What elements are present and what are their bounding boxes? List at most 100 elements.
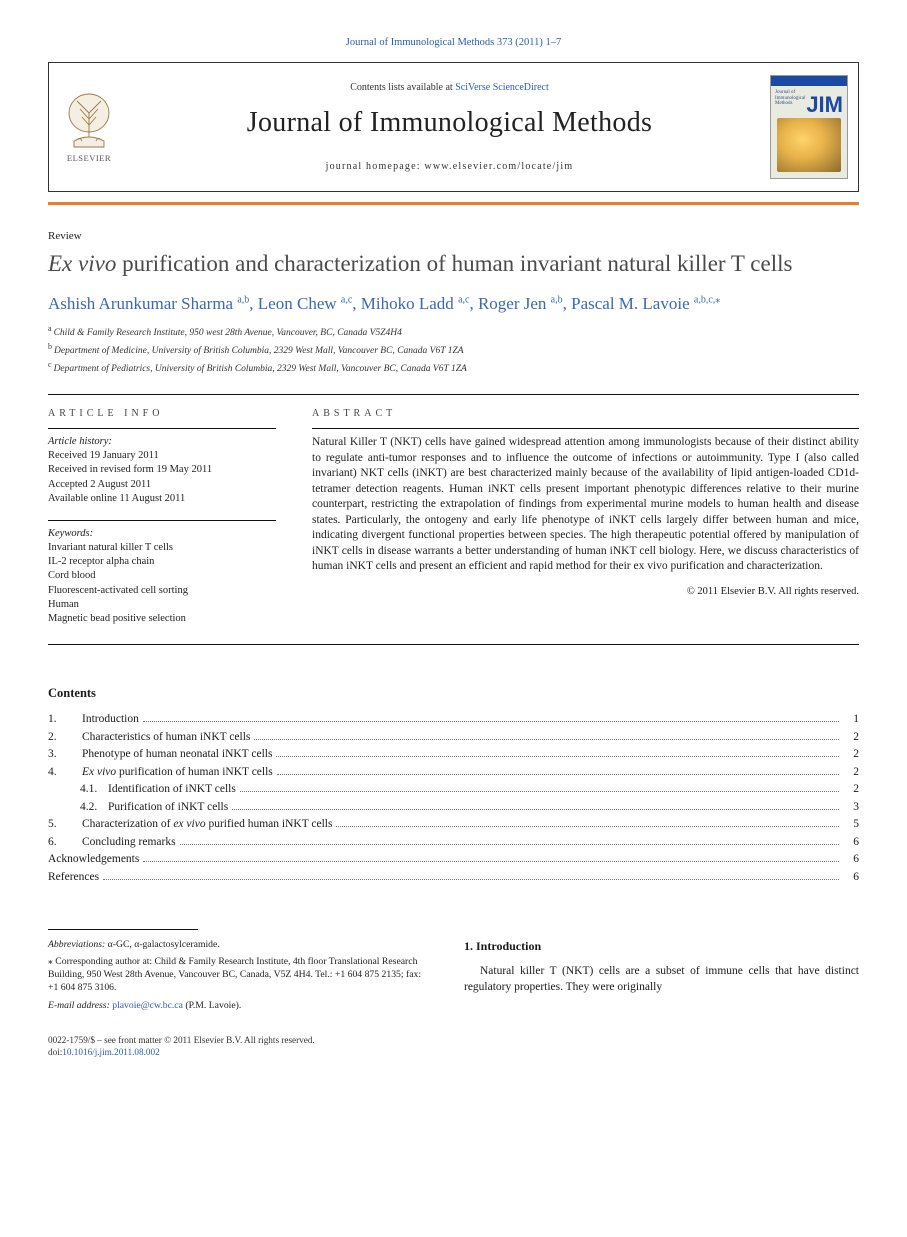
sciencedirect-link[interactable]: SciVerse ScienceDirect — [455, 82, 549, 93]
page-footer: 0022-1759/$ – see front matter © 2011 El… — [48, 1034, 859, 1059]
contents-available-line: Contents lists available at SciVerse Sci… — [141, 81, 758, 95]
toc-number: 3. — [48, 747, 82, 763]
keyword-item: Fluorescent-activated cell sorting — [48, 584, 276, 598]
author: Ashish Arunkumar Sharma a,b — [48, 294, 249, 313]
toc-page: 6 — [843, 835, 859, 851]
toc-leader-dots — [180, 835, 839, 845]
author-affiliation-sup: a,b — [551, 294, 563, 305]
toc-page: 6 — [843, 852, 859, 868]
toc-title: Identification of iNKT cells — [108, 782, 236, 798]
toc-leader-dots — [143, 852, 839, 862]
toc-row[interactable]: References 6 — [48, 870, 859, 886]
toc-row[interactable]: 2.Characteristics of human iNKT cells 2 — [48, 730, 859, 746]
toc-leader-dots — [232, 800, 839, 810]
toc-leader-dots — [254, 730, 839, 740]
article-type: Review — [48, 229, 859, 244]
divider-1 — [48, 394, 859, 395]
author: Roger Jen a,b — [478, 294, 563, 313]
intro-text: Natural killer T (NKT) cells are a subse… — [464, 964, 859, 995]
corr-text: Corresponding author at: Child & Family … — [48, 956, 421, 993]
toc-page: 3 — [843, 800, 859, 816]
keyword-item: IL-2 receptor alpha chain — [48, 555, 276, 569]
paper-title: Ex vivo purification and characterizatio… — [48, 250, 859, 279]
journal-name: Journal of Immunological Methods — [141, 104, 758, 142]
divider-2 — [48, 644, 859, 645]
toc-leader-dots — [103, 870, 839, 880]
abbr-label: Abbreviations: — [48, 939, 105, 950]
author-list: Ashish Arunkumar Sharma a,b, Leon Chew a… — [48, 293, 859, 316]
title-rest: purification and characterization of hum… — [116, 251, 792, 276]
toc-page: 2 — [843, 765, 859, 781]
toc-page: 6 — [843, 870, 859, 886]
history-line: Received 19 January 2011 — [48, 449, 276, 463]
toc-leader-dots — [336, 817, 839, 827]
keyword-item: Magnetic bead positive selection — [48, 612, 276, 626]
author: Pascal M. Lavoie a,b,c,⁎ — [571, 294, 720, 313]
toc-page: 2 — [843, 730, 859, 746]
toc-row[interactable]: 3.Phenotype of human neonatal iNKT cells… — [48, 747, 859, 763]
toc-title: Acknowledgements — [48, 852, 139, 868]
email-label: E-mail address: — [48, 1000, 110, 1011]
toc-title: Introduction — [82, 712, 139, 728]
affiliation-item: aChild & Family Research Institute, 950 … — [48, 324, 859, 340]
journal-header: ELSEVIER Contents lists available at Sci… — [48, 62, 859, 192]
toc-row[interactable]: 4.1.Identification of iNKT cells2 — [48, 782, 859, 798]
keywords-label: Keywords: — [48, 527, 276, 541]
toc-leader-dots — [277, 765, 839, 775]
toc-title: References — [48, 870, 99, 886]
toc-leader-dots — [276, 747, 839, 757]
footnotes: Abbreviations: α-GC, α-galactosylceramid… — [48, 938, 428, 1011]
toc-page: 5 — [843, 817, 859, 833]
toc-row[interactable]: 4.2.Purification of iNKT cells 3 — [48, 800, 859, 816]
abbr-text: α-GC, α-galactosylceramide. — [105, 939, 220, 950]
corresponding-star-icon: ⁎ — [715, 294, 720, 305]
toc-page: 1 — [843, 712, 859, 728]
toc-row[interactable]: 1.Introduction1 — [48, 712, 859, 728]
affiliation-sup: a — [48, 324, 52, 333]
toc-title: Purification of iNKT cells — [108, 800, 228, 816]
author-affiliation-sup: a,c — [458, 294, 469, 305]
toc-page: 2 — [843, 747, 859, 763]
toc-number: 6. — [48, 835, 82, 851]
email-link[interactable]: plavoie@cw.bc.ca — [112, 1000, 183, 1011]
affiliation-list: aChild & Family Research Institute, 950 … — [48, 324, 859, 376]
author-affiliation-sup: a,c — [341, 294, 352, 305]
affiliation-item: bDepartment of Medicine, University of B… — [48, 342, 859, 358]
contents-head: Contents — [48, 685, 859, 702]
toc-row[interactable]: 4.Ex vivo purification of human iNKT cel… — [48, 765, 859, 781]
toc-row[interactable]: 6.Concluding remarks 6 — [48, 835, 859, 851]
top-citation: Journal of Immunological Methods 373 (20… — [48, 36, 859, 50]
keyword-item: Cord blood — [48, 569, 276, 583]
table-of-contents: 1.Introduction12.Characteristics of huma… — [48, 712, 859, 885]
toc-title: Concluding remarks — [82, 835, 176, 851]
toc-row[interactable]: Acknowledgements 6 — [48, 852, 859, 868]
intro-heading: 1. Introduction — [464, 938, 859, 954]
abstract-head: ABSTRACT — [312, 407, 859, 421]
doi-label: doi: — [48, 1047, 62, 1057]
journal-cover-thumbnail: Journal ofImmunologicalMethods JIM — [770, 75, 848, 179]
keyword-item: Human — [48, 598, 276, 612]
affiliation-sup: b — [48, 342, 52, 351]
keyword-item: Invariant natural killer T cells — [48, 541, 276, 555]
toc-title: Characteristics of human iNKT cells — [82, 730, 250, 746]
rule-orange — [48, 202, 859, 205]
elsevier-logo: ELSEVIER — [49, 63, 129, 191]
toc-title: Characterization of ex vivo purified hum… — [82, 817, 332, 833]
toc-number: 4.2. — [48, 800, 108, 816]
elsevier-tree-icon — [62, 89, 116, 151]
toc-title: Ex vivo purification of human iNKT cells — [82, 765, 273, 781]
front-matter-line: 0022-1759/$ – see front matter © 2011 El… — [48, 1034, 859, 1046]
abstract-text: Natural Killer T (NKT) cells have gained… — [312, 435, 859, 575]
affiliation-sup: c — [48, 360, 52, 369]
toc-leader-dots — [240, 782, 839, 792]
toc-number: 2. — [48, 730, 82, 746]
elsevier-word: ELSEVIER — [67, 153, 111, 164]
toc-number: 4. — [48, 765, 82, 781]
toc-row[interactable]: 5.Characterization of ex vivo purified h… — [48, 817, 859, 833]
toc-page: 2 — [843, 782, 859, 798]
email-suffix: (P.M. Lavoie). — [183, 1000, 241, 1011]
toc-leader-dots — [143, 712, 839, 722]
doi-link[interactable]: 10.1016/j.jim.2011.08.002 — [62, 1047, 159, 1057]
toc-title: Phenotype of human neonatal iNKT cells — [82, 747, 272, 763]
footnote-divider — [48, 929, 198, 930]
